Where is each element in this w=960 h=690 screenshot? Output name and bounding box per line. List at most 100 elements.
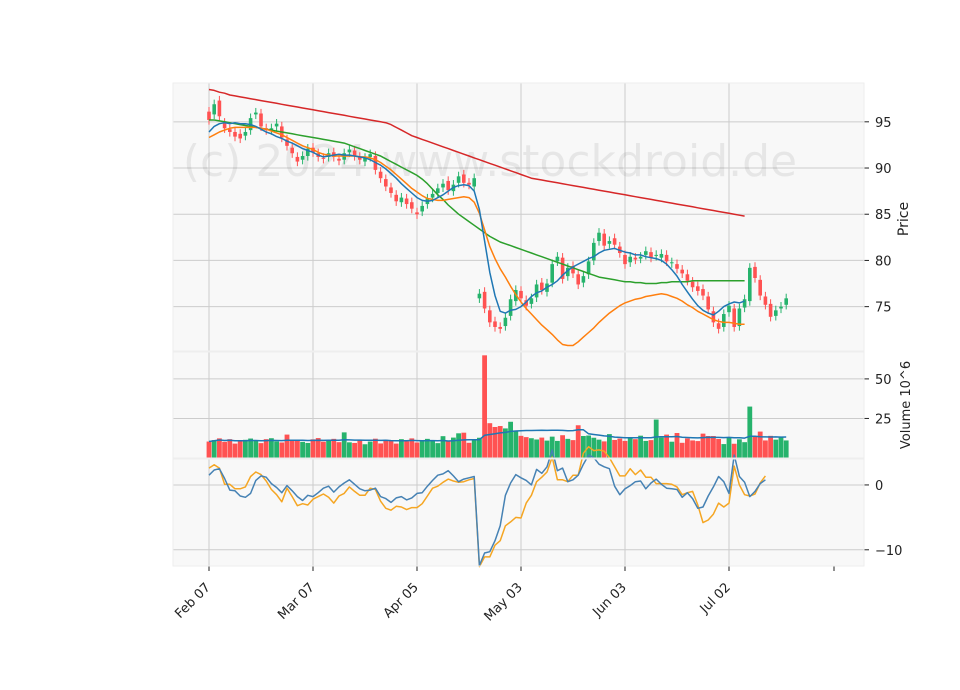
volume-bar	[243, 439, 248, 458]
price-axis-label: Price	[896, 202, 912, 236]
volume-bar	[778, 437, 784, 458]
volume-bar	[747, 406, 753, 458]
volume-bar	[321, 441, 326, 458]
candle-body	[644, 251, 648, 255]
candle-body	[592, 242, 596, 261]
volume-bar	[497, 426, 503, 458]
candle-body	[602, 233, 606, 246]
candle-body	[576, 274, 580, 285]
candle-body	[493, 321, 497, 327]
candle-body	[368, 154, 372, 157]
candle-body	[540, 282, 544, 291]
candle-body	[352, 150, 357, 157]
volume-bar	[695, 441, 701, 458]
panel-frame	[172, 82, 865, 352]
ma-orange-line	[208, 126, 745, 347]
volume-bar	[627, 437, 633, 458]
candle-body	[467, 182, 471, 185]
candle-body	[758, 279, 762, 296]
volume-bar	[451, 437, 456, 458]
candle-body	[664, 254, 669, 262]
volume-bar	[711, 436, 716, 458]
candle-body	[685, 274, 690, 281]
volume-bar	[633, 439, 638, 458]
volume-bar	[258, 443, 264, 458]
candle-body	[748, 267, 752, 302]
volume-bar	[326, 439, 331, 458]
candle-body	[394, 194, 398, 202]
volume-bar	[263, 439, 269, 458]
volume-bar	[357, 440, 363, 458]
volume-bar	[253, 440, 259, 458]
volume-bar	[757, 431, 763, 458]
candle-body	[581, 276, 586, 283]
volume-bar	[310, 439, 316, 458]
volume-bar	[679, 442, 685, 458]
candle-body	[550, 264, 554, 283]
x-tick-label: Apr 05	[381, 580, 422, 621]
volume-bar	[248, 438, 253, 458]
volume-bar	[211, 440, 217, 458]
volume-bar	[284, 434, 290, 458]
volume-bar	[461, 432, 467, 458]
volume-bar	[752, 436, 758, 458]
volume-bar	[419, 440, 425, 458]
volume-bar	[534, 439, 539, 458]
x-tick-label: Feb 07	[172, 580, 214, 622]
watermark: (c) 2024 www.stockdroid.de	[183, 136, 797, 187]
volume-bar	[300, 441, 305, 458]
indicator-series	[208, 445, 767, 568]
candle-body	[607, 241, 612, 244]
candle-body	[722, 314, 726, 327]
volume-bar	[700, 433, 706, 458]
volume-bar	[544, 440, 550, 458]
indicator-blue-line	[208, 449, 766, 567]
volume-bar	[737, 439, 742, 458]
volume-bar	[612, 439, 617, 458]
volume-bar	[227, 439, 233, 458]
volume-bar	[549, 436, 555, 458]
volume-bar	[232, 443, 238, 458]
candle-body	[498, 326, 502, 329]
volume-bar	[367, 441, 373, 458]
volume-bar	[575, 425, 581, 458]
candle-body	[441, 183, 445, 188]
volume-bar	[393, 443, 399, 458]
volume-bar	[653, 419, 659, 458]
volume-series	[206, 355, 789, 458]
candle-body	[430, 193, 435, 198]
volume-bar	[305, 442, 311, 458]
x-tick-label: Mar 07	[275, 580, 318, 623]
volume-bar	[596, 439, 602, 458]
candle-body	[410, 202, 414, 209]
volume-bar	[425, 438, 430, 458]
candle-body	[378, 171, 383, 179]
candle-body	[737, 308, 742, 327]
candle-body	[519, 290, 523, 299]
volume-bar	[378, 443, 383, 458]
volume-bar	[414, 442, 420, 458]
indicator-tick-label: 0	[875, 479, 883, 494]
volume-tick-label: 25	[875, 412, 892, 427]
candle-body	[623, 254, 627, 265]
volume-bar	[471, 440, 477, 458]
volume-bar	[763, 440, 768, 458]
volume-bar	[607, 434, 612, 458]
volume-bar	[336, 442, 342, 458]
ma-red-line	[208, 88, 745, 217]
candle-body	[529, 298, 534, 304]
indicator-tick-label: −10	[875, 544, 902, 559]
volume-bar	[237, 441, 243, 458]
x-tick-label: Jun 03	[590, 580, 630, 620]
volume-bar	[529, 438, 534, 458]
candle-body	[462, 174, 466, 183]
volume-axis-label: Volume 10^6	[899, 361, 914, 449]
volume-bar	[523, 437, 529, 458]
ma-blue-line	[208, 121, 745, 316]
volume-bar	[674, 433, 680, 458]
candle-body	[306, 148, 310, 157]
volume-bar	[409, 438, 415, 458]
candle-body	[711, 311, 716, 323]
volume-bar	[289, 440, 295, 458]
